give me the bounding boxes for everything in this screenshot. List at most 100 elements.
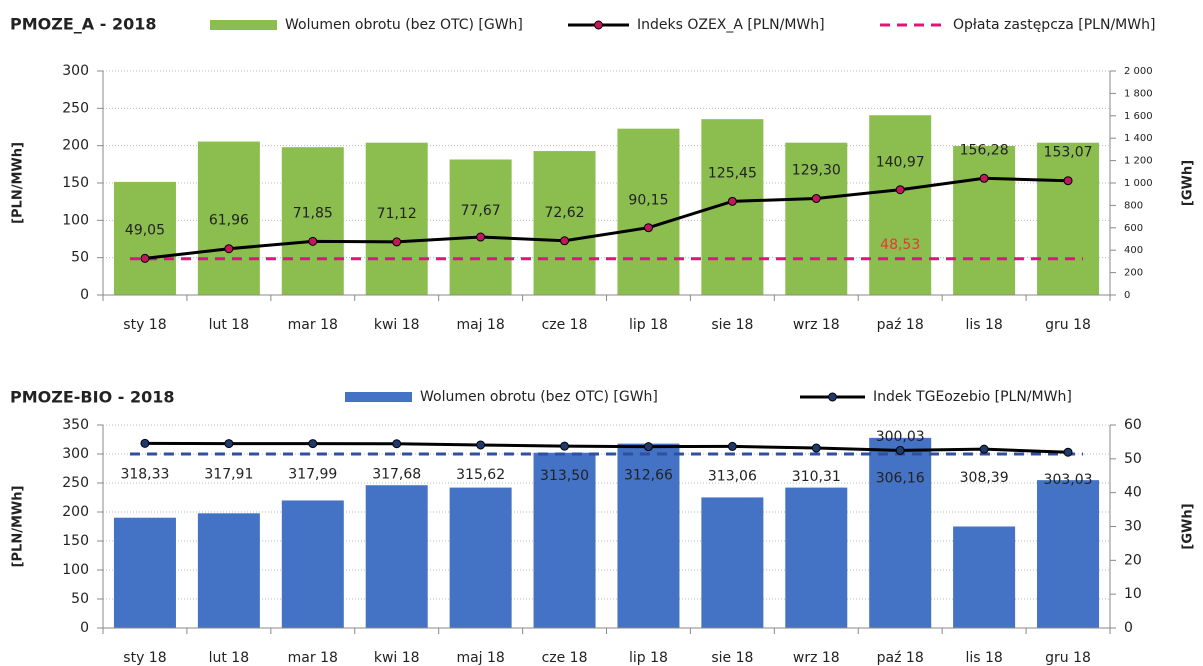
x-tick-label: cze 18: [542, 650, 588, 666]
data-label: 156,28: [960, 142, 1009, 158]
y2-tick-label: 30: [1124, 519, 1142, 535]
marker: [308, 439, 318, 449]
x-tick-label: sie 18: [711, 317, 753, 333]
data-label: 303,03: [1044, 472, 1093, 488]
y2-axis-title: [GWh]: [1181, 503, 1196, 549]
bar: [197, 513, 260, 628]
x-tick-label: wrz 18: [793, 650, 840, 666]
y-tick-label: 300: [62, 63, 89, 79]
data-label: 315,62: [456, 467, 505, 483]
x-tick-label: lis 18: [965, 650, 1002, 666]
y2-tick-label: 1 600: [1124, 111, 1153, 122]
legend-label: Indek TGEozebio [PLN/MWh]: [873, 389, 1072, 405]
bar: [869, 437, 932, 628]
data-label: 129,30: [792, 162, 841, 178]
bar: [1037, 480, 1100, 628]
y-axis-title: [PLN/MWh]: [11, 142, 26, 224]
x-tick-label: paź 18: [877, 650, 924, 666]
y-tick-label: 250: [62, 100, 89, 116]
data-label: 317,91: [204, 467, 253, 483]
x-tick-label: gru 18: [1045, 650, 1091, 666]
x-tick-label: paź 18: [877, 317, 924, 333]
bar: [365, 142, 428, 295]
y-tick-label: 0: [80, 287, 89, 303]
x-tick-label: mar 18: [288, 317, 338, 333]
data-label: 318,33: [120, 466, 169, 482]
legend-swatch: [345, 392, 412, 402]
marker: [392, 237, 402, 247]
bar: [785, 142, 848, 295]
x-tick-label: lip 18: [629, 317, 668, 333]
marker: [476, 232, 486, 242]
marker: [308, 236, 318, 246]
bar: [533, 151, 596, 295]
x-tick-label: wrz 18: [793, 317, 840, 333]
marker: [643, 223, 653, 233]
y-tick-label: 50: [71, 591, 89, 607]
data-label: 300,03: [876, 429, 925, 445]
bar: [869, 115, 932, 296]
marker: [224, 244, 234, 254]
marker: [560, 441, 570, 451]
marker: [727, 196, 737, 206]
y-tick-label: 50: [71, 250, 89, 266]
y2-tick-label: 1 800: [1124, 88, 1153, 99]
data-label: 310,31: [792, 469, 841, 485]
marker: [560, 236, 570, 246]
x-tick-label: lip 18: [629, 650, 668, 666]
x-tick-label: sty 18: [123, 650, 166, 666]
chart-title: PMOZE_A - 2018: [10, 15, 156, 34]
bar: [785, 487, 848, 628]
marker: [476, 440, 486, 450]
y-tick-label: 0: [80, 620, 89, 636]
y2-tick-label: 50: [1124, 451, 1142, 467]
data-label: 77,67: [461, 203, 501, 219]
y2-tick-label: 0: [1124, 290, 1130, 301]
data-label: 125,45: [708, 165, 757, 181]
data-label: 308,39: [960, 470, 1009, 486]
line: [144, 176, 1069, 260]
data-label: 71,12: [377, 206, 417, 222]
y-tick-label: 150: [62, 175, 89, 191]
marker: [979, 444, 989, 454]
x-tick-label: kwi 18: [374, 650, 420, 666]
x-tick-label: lut 18: [209, 650, 250, 666]
bar: [281, 147, 344, 295]
x-tick-label: maj 18: [456, 317, 504, 333]
y2-tick-label: 20: [1124, 552, 1142, 568]
marker: [979, 173, 989, 183]
bar: [953, 146, 1016, 295]
legend-label: Wolumen obrotu (bez OTC) [GWh]: [285, 17, 523, 33]
marker: [140, 438, 150, 448]
legend-label: Indeks OZEX_A [PLN/MWh]: [637, 17, 825, 33]
y2-tick-label: 40: [1124, 485, 1142, 501]
marker: [727, 441, 737, 451]
data-label: 312,66: [624, 468, 673, 484]
marker: [1063, 447, 1073, 457]
y2-tick-label: 2 000: [1124, 66, 1153, 77]
y2-tick-label: 60: [1124, 417, 1142, 433]
data-label: 61,96: [209, 213, 249, 229]
bar: [113, 517, 176, 628]
bar: [617, 128, 680, 295]
x-tick-label: cze 18: [542, 317, 588, 333]
x-tick-label: maj 18: [456, 650, 504, 666]
marker: [811, 443, 821, 453]
marker: [895, 445, 905, 455]
y-axis-title: [PLN/MWh]: [11, 486, 26, 568]
marker: [811, 193, 821, 203]
y-tick-label: 350: [62, 417, 89, 433]
x-tick-label: sie 18: [711, 650, 753, 666]
bar: [449, 159, 512, 295]
data-label: 72,62: [544, 205, 584, 221]
data-label: 317,99: [288, 467, 337, 483]
legend-label: Wolumen obrotu (bez OTC) [GWh]: [420, 389, 658, 405]
chart-title: PMOZE-BIO - 2018: [10, 388, 174, 407]
x-tick-label: lis 18: [965, 317, 1002, 333]
legend-marker: [828, 392, 837, 402]
marker: [140, 253, 150, 263]
marker: [1063, 176, 1073, 186]
marker: [643, 442, 653, 452]
bar: [113, 181, 176, 295]
